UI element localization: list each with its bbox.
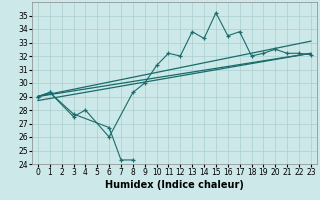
- X-axis label: Humidex (Indice chaleur): Humidex (Indice chaleur): [105, 180, 244, 190]
